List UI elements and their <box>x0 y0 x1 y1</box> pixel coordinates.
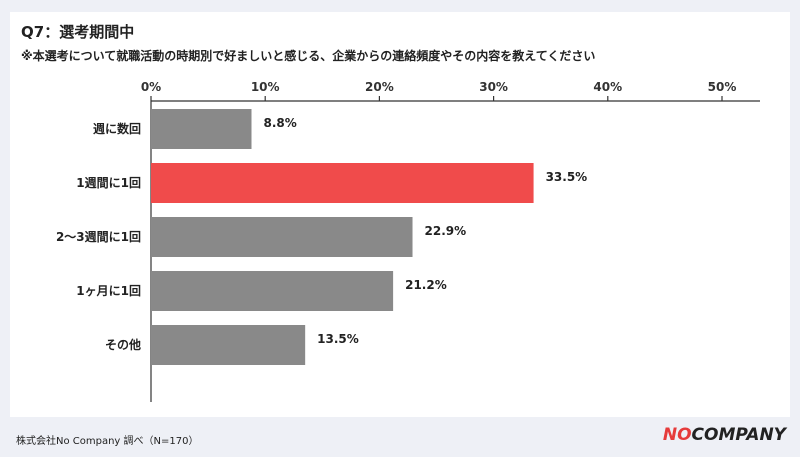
bar <box>151 217 413 257</box>
bar <box>151 271 394 311</box>
value-label: 22.9% <box>425 224 467 238</box>
x-tick-label: 30% <box>479 80 508 94</box>
x-tick-label: 10% <box>251 80 280 94</box>
value-label: 13.5% <box>317 332 359 346</box>
category-label: 1ヶ月に1回 <box>76 284 141 298</box>
x-tick-label: 40% <box>593 80 622 94</box>
value-label: 8.8% <box>263 116 296 130</box>
category-label: その他 <box>105 337 141 352</box>
chart-title: Q7：選考期間中 <box>21 23 135 41</box>
chart-subtitle: ※本選考について就職活動の時期別で好ましいと感じる、企業からの連絡頻度やその内容… <box>21 49 596 63</box>
source-note: 株式会社No Company 調べ（N=170） <box>16 436 199 447</box>
category-label: 1週間に1回 <box>76 175 141 190</box>
bar <box>151 163 534 203</box>
category-label: 週に数回 <box>93 121 141 136</box>
logo-part2: COMPANY <box>691 425 786 445</box>
x-tick-label: 20% <box>365 80 394 94</box>
company-logo: NOCOMPANY <box>663 425 786 445</box>
x-tick-label: 0% <box>141 80 161 94</box>
chart-card <box>10 12 790 417</box>
bar <box>151 109 252 149</box>
value-label: 21.2% <box>405 278 447 292</box>
category-label: 2〜3週間に1回 <box>56 229 141 244</box>
x-tick-label: 50% <box>708 80 737 94</box>
logo-part1: NO <box>662 425 692 445</box>
bar <box>151 325 306 365</box>
value-label: 33.5% <box>546 170 588 184</box>
